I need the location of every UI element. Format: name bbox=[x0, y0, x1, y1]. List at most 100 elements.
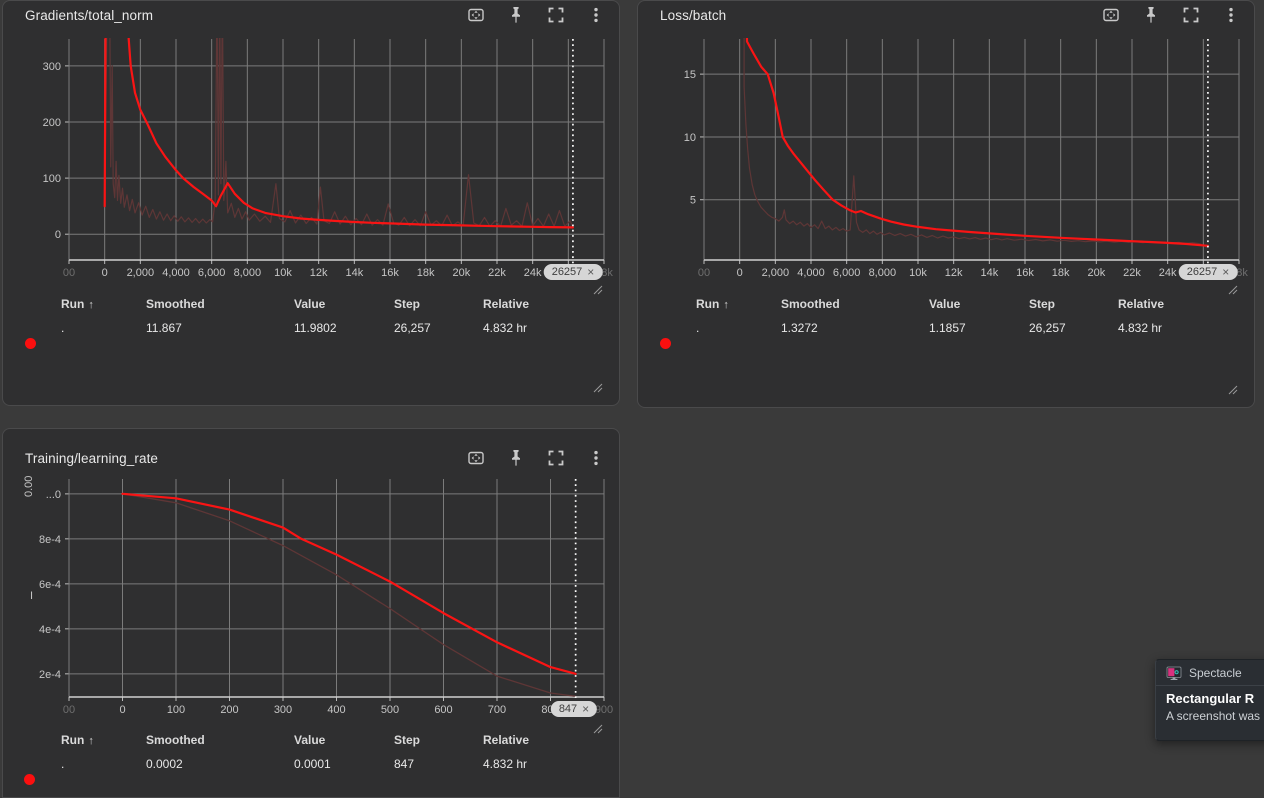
svg-text:I: I bbox=[30, 590, 33, 602]
svg-text:5: 5 bbox=[690, 195, 696, 207]
chart-resize-grip[interactable] bbox=[593, 721, 603, 739]
run-color-dot bbox=[25, 338, 36, 349]
col-header-smoothed[interactable]: Smoothed bbox=[146, 297, 205, 311]
pin-icon[interactable] bbox=[1141, 5, 1161, 25]
col-header-relative[interactable]: Relative bbox=[483, 297, 530, 311]
col-header-smoothed[interactable]: Smoothed bbox=[781, 297, 840, 311]
svg-text:900: 900 bbox=[595, 704, 613, 716]
spectacle-app-icon bbox=[1166, 665, 1182, 681]
svg-text:4,000: 4,000 bbox=[797, 267, 825, 279]
svg-text:500: 500 bbox=[381, 704, 399, 716]
run-name[interactable]: . bbox=[696, 321, 700, 335]
col-header-value[interactable]: Value bbox=[929, 297, 961, 311]
more-options-icon[interactable] bbox=[586, 5, 606, 25]
col-header-step[interactable]: Step bbox=[394, 297, 421, 311]
notification-header: Spectacle bbox=[1156, 660, 1264, 685]
more-options-icon[interactable] bbox=[586, 448, 606, 468]
fit-domain-icon[interactable] bbox=[1101, 5, 1121, 25]
svg-text:8,000: 8,000 bbox=[234, 267, 262, 279]
cell-relative: 4.832 hr bbox=[1118, 321, 1163, 335]
fit-domain-icon[interactable] bbox=[466, 448, 486, 468]
card-resize-grip[interactable] bbox=[1228, 382, 1238, 400]
svg-text:200: 200 bbox=[43, 117, 61, 129]
svg-text:10k: 10k bbox=[909, 267, 927, 279]
svg-text:18k: 18k bbox=[417, 267, 435, 279]
card-toolbar bbox=[466, 448, 606, 468]
col-header-relative[interactable]: Relative bbox=[1118, 297, 1165, 311]
chip-close-icon[interactable]: × bbox=[582, 702, 590, 716]
chip-label: 26257 bbox=[551, 266, 583, 278]
col-header-run[interactable]: Run ↑ bbox=[61, 297, 94, 311]
svg-text:100: 100 bbox=[43, 173, 61, 185]
pinned-step-chip[interactable]: 26257 × bbox=[543, 264, 603, 280]
col-header-relative[interactable]: Relative bbox=[483, 733, 530, 747]
fit-domain-icon[interactable] bbox=[466, 5, 486, 25]
col-header-value[interactable]: Value bbox=[294, 733, 326, 747]
run-color-dot bbox=[24, 774, 35, 785]
svg-text:20k: 20k bbox=[1087, 267, 1105, 279]
svg-text:2,000: 2,000 bbox=[762, 267, 790, 279]
svg-text:300: 300 bbox=[43, 61, 61, 73]
scalar-card-gradients-total-norm: Gradients/total_norm 0 100 200 300 00 0 2,000 4… bbox=[2, 0, 620, 406]
more-options-icon[interactable] bbox=[1221, 5, 1241, 25]
svg-text:200: 200 bbox=[220, 704, 238, 716]
svg-text:14k: 14k bbox=[345, 267, 363, 279]
chart-resize-grip[interactable] bbox=[1228, 282, 1238, 300]
pin-icon[interactable] bbox=[506, 448, 526, 468]
svg-text:0: 0 bbox=[102, 267, 108, 279]
cell-value: 1.1857 bbox=[929, 321, 966, 335]
svg-text:8,000: 8,000 bbox=[869, 267, 897, 279]
card-resize-grip[interactable] bbox=[593, 380, 603, 398]
svg-text:600: 600 bbox=[434, 704, 452, 716]
svg-text:300: 300 bbox=[274, 704, 292, 716]
fullscreen-icon[interactable] bbox=[1181, 5, 1201, 25]
fullscreen-icon[interactable] bbox=[546, 5, 566, 25]
col-header-step[interactable]: Step bbox=[394, 733, 421, 747]
col-header-run[interactable]: Run ↑ bbox=[696, 297, 729, 311]
cell-relative: 4.832 hr bbox=[483, 321, 528, 335]
col-header-run[interactable]: Run ↑ bbox=[61, 733, 94, 747]
scalar-card-learning-rate: Training/learning_rate ...0 8e-4 6e-4 4e-4 2… bbox=[2, 428, 620, 798]
run-name[interactable]: . bbox=[61, 321, 65, 335]
run-color-dot bbox=[660, 338, 671, 349]
svg-text:6,000: 6,000 bbox=[833, 267, 861, 279]
chip-close-icon[interactable]: × bbox=[587, 265, 595, 279]
chip-close-icon[interactable]: × bbox=[1222, 265, 1230, 279]
col-header-value[interactable]: Value bbox=[294, 297, 326, 311]
sort-ascending-icon: ↑ bbox=[723, 299, 729, 311]
card-title: Gradients/total_norm bbox=[25, 7, 154, 23]
cell-step: 847 bbox=[394, 757, 415, 771]
pin-icon[interactable] bbox=[506, 5, 526, 25]
col-header-step[interactable]: Step bbox=[1029, 297, 1056, 311]
cell-smoothed: 11.867 bbox=[146, 321, 182, 335]
chart-resize-grip[interactable] bbox=[593, 282, 603, 300]
notification-title: Rectangular R bbox=[1166, 691, 1255, 706]
svg-text:400: 400 bbox=[327, 704, 345, 716]
svg-text:6,000: 6,000 bbox=[198, 267, 226, 279]
pinned-step-chip[interactable]: 847 × bbox=[550, 701, 598, 717]
svg-text:2e-4: 2e-4 bbox=[39, 669, 61, 681]
pinned-step-chip[interactable]: 26257 × bbox=[1178, 264, 1238, 280]
svg-text:20k: 20k bbox=[452, 267, 470, 279]
fullscreen-icon[interactable] bbox=[546, 448, 566, 468]
svg-text:00: 00 bbox=[63, 267, 75, 279]
svg-text:12k: 12k bbox=[310, 267, 328, 279]
svg-text:14k: 14k bbox=[980, 267, 998, 279]
notification-body: Rectangular R A screenshot was bbox=[1156, 686, 1264, 728]
notification-popup[interactable]: Spectacle Rectangular R A screenshot was bbox=[1155, 659, 1264, 741]
notification-app-name: Spectacle bbox=[1189, 666, 1242, 680]
cell-step: 26,257 bbox=[1029, 321, 1066, 335]
card-header: Gradients/total_norm bbox=[3, 1, 619, 29]
svg-text:8e-4: 8e-4 bbox=[39, 534, 61, 546]
svg-text:15: 15 bbox=[684, 69, 696, 81]
svg-text:0: 0 bbox=[737, 267, 743, 279]
svg-text:00: 00 bbox=[63, 704, 75, 716]
card-toolbar bbox=[1101, 5, 1241, 25]
svg-text:10k: 10k bbox=[274, 267, 292, 279]
card-header: Loss/batch bbox=[638, 1, 1254, 29]
col-header-smoothed[interactable]: Smoothed bbox=[146, 733, 205, 747]
svg-text:2,000: 2,000 bbox=[127, 267, 155, 279]
run-name[interactable]: . bbox=[61, 757, 65, 771]
